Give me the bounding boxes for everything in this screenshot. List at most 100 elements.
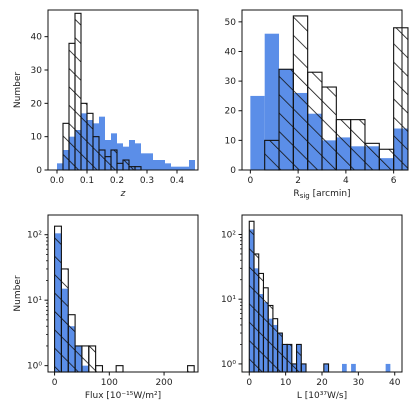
panel-top-right-xlabel-unit: [arcmin] [310, 189, 351, 199]
x-tick-label: 0.4 [170, 176, 185, 186]
histogram-bar-hatched [278, 68, 294, 171]
y-tick-label: 50 [225, 18, 237, 28]
histogram-bar-filled [177, 166, 183, 170]
histogram-bar-filled [351, 363, 356, 372]
x-tick-label: 0 [247, 176, 253, 186]
panel-top-left-axes-frame [47, 9, 199, 171]
histogram-bar-filled [183, 166, 189, 170]
x-tick-label: 6 [391, 176, 397, 186]
histogram-bar-hatched [122, 159, 130, 171]
histogram-bar-hatched [187, 365, 195, 373]
histogram-bar-filled [189, 160, 195, 170]
histogram-bar-hatched [300, 363, 307, 373]
histogram-bar-hatched [321, 86, 337, 171]
x-tick-label: 10 [280, 378, 292, 388]
histogram-bar-filled [123, 146, 129, 170]
histogram-bar-hatched [80, 102, 88, 171]
histogram-bar-hatched [54, 225, 62, 373]
x-tick-label: 40 [389, 378, 401, 388]
histogram-bar-hatched [98, 149, 106, 171]
histogram-bar-hatched [253, 253, 260, 373]
y-tick-label: 10 [31, 133, 43, 143]
histogram-bar-filled [342, 363, 347, 372]
histogram-bar-filled [264, 33, 280, 170]
histogram-bar-hatched [88, 345, 97, 373]
histogram-bar-filled [153, 160, 159, 170]
histogram-bar-filled [385, 363, 391, 372]
histogram-bar-hatched [378, 148, 395, 171]
y-tick-label: 10¹ [27, 296, 42, 306]
x-tick-label: 20 [316, 378, 328, 388]
x-tick-label: 0.3 [140, 176, 154, 186]
histogram-bar-filled [117, 143, 123, 170]
histogram-bar-filled [147, 153, 153, 170]
panel-bottom-left-xlabel: Flux [10⁻¹⁵W/m²] [85, 391, 161, 401]
panel-top-right-ticks: 0 2 4 6 0 10 20 30 40 50 [225, 18, 397, 186]
histogram-bar-hatched [393, 27, 409, 171]
histogram-bar-hatched [262, 287, 269, 373]
histogram-bar-hatched [323, 363, 330, 373]
histogram-bar-hatched [95, 365, 104, 373]
histogram-bar-hatched [60, 268, 69, 373]
histogram-bar-hatched [286, 343, 293, 373]
panel-top-right-axes-frame [241, 9, 403, 171]
histogram-bar-hatched [335, 119, 352, 171]
histogram-bar-hatched [281, 343, 288, 373]
histogram-bar-hatched [248, 220, 255, 373]
panel-top-right-marks [250, 15, 409, 171]
x-tick-label: 0.1 [80, 176, 94, 186]
histogram-bar-hatched [68, 42, 76, 171]
histogram-bar-filled [129, 140, 135, 170]
histogram-bar-hatched [62, 122, 70, 171]
histogram-bar-hatched [272, 318, 279, 373]
histogram-bar-hatched [104, 156, 112, 171]
histogram-bar-filled [165, 163, 171, 170]
x-tick-label: 0.2 [110, 176, 124, 186]
x-tick-label: 100 [101, 378, 118, 388]
panel-bottom-left-ylabel: Number [13, 275, 23, 311]
panel-bottom-right-ticks: 0 10 20 30 40 10⁰ 10¹ 10² [221, 230, 401, 388]
y-tick-label: 30 [31, 66, 43, 76]
histogram-bar-filled [57, 163, 63, 170]
y-tick-label: 0 [36, 166, 42, 176]
histogram-bar-filled [171, 166, 177, 170]
panel-bottom-left: 0 100 200 10⁰ 10¹ 10² Flux [10⁻¹⁵W/m²] Number [13, 214, 199, 401]
y-tick-label: 20 [225, 107, 237, 117]
y-tick-label: 20 [31, 99, 43, 109]
histogram-bar-hatched [264, 139, 280, 171]
histogram-bar-hatched [277, 332, 283, 373]
y-tick-label: 0 [230, 166, 236, 176]
x-tick-label: 2 [295, 176, 301, 186]
panel-top-right-xlabel: Rsig [arcmin] [293, 189, 350, 200]
x-tick-label: 200 [155, 378, 172, 388]
histogram-bar-hatched [267, 304, 274, 373]
y-tick-label: 10⁰ [221, 360, 236, 370]
y-tick-label: 10⁰ [27, 362, 42, 372]
x-tick-label: 0 [246, 378, 252, 388]
panel-bottom-left-axes-frame [47, 214, 199, 373]
x-tick-label: 30 [353, 378, 365, 388]
histogram-bar-filled [105, 140, 111, 170]
panel-top-left-marks [57, 12, 195, 171]
histogram-bar-hatched [110, 149, 118, 171]
panel-top-left-ticks: 0.0 0.1 0.2 0.3 0.4 0 10 20 30 40 [31, 33, 185, 186]
panel-bottom-right: 0 10 20 30 40 10⁰ 10¹ 10² L [10³⁷W/s] [221, 214, 403, 401]
panel-bottom-right-marks [248, 220, 391, 373]
histogram-bar-hatched [350, 119, 366, 171]
panel-top-left-xlabel: z [120, 189, 126, 199]
histogram-bar-hatched [258, 272, 265, 373]
panel-top-right-xlabel-sub: sig [300, 192, 310, 200]
y-tick-label: 10¹ [221, 295, 236, 305]
histogram-bar-hatched [292, 15, 309, 171]
panel-bottom-right-xlabel: L [10³⁷W/s] [297, 391, 347, 401]
x-tick-label: 0.0 [50, 176, 65, 186]
panel-top-left-ylabel: Number [13, 72, 23, 108]
x-tick-label: 0 [52, 378, 58, 388]
histogram-bar-filled [135, 143, 141, 170]
y-tick-label: 40 [31, 33, 43, 43]
histogram-bar-filled [141, 153, 147, 170]
y-tick-label: 10 [225, 136, 237, 146]
histogram-bar-hatched [291, 363, 298, 373]
panel-bottom-left-ticks: 0 100 200 10⁰ 10¹ 10² [27, 231, 173, 388]
